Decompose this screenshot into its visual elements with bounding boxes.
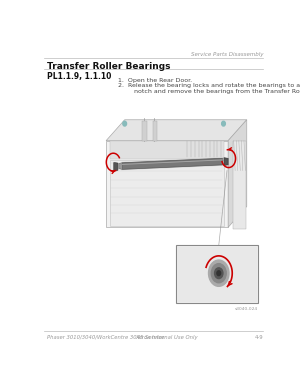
- Text: 1.  Open the Rear Door.: 1. Open the Rear Door.: [118, 78, 192, 83]
- Polygon shape: [106, 141, 228, 227]
- Bar: [153, 121, 157, 141]
- Text: Service Parts Disassembly: Service Parts Disassembly: [190, 52, 263, 57]
- Circle shape: [123, 121, 127, 126]
- Polygon shape: [122, 158, 222, 169]
- Polygon shape: [110, 160, 224, 226]
- Text: 4-9: 4-9: [254, 335, 263, 340]
- Circle shape: [208, 260, 229, 286]
- Polygon shape: [114, 163, 118, 171]
- Polygon shape: [106, 120, 247, 141]
- Text: 2.  Release the bearing locks and rotate the bearings to align the key with the
: 2. Release the bearing locks and rotate …: [118, 83, 300, 94]
- Circle shape: [222, 121, 225, 126]
- Polygon shape: [119, 163, 122, 169]
- Circle shape: [214, 268, 223, 279]
- Polygon shape: [224, 158, 228, 165]
- Polygon shape: [228, 120, 247, 227]
- Text: PL1.1.9, 1.1.10: PL1.1.9, 1.1.10: [47, 72, 111, 81]
- Circle shape: [211, 263, 226, 283]
- Text: s3040-024: s3040-024: [235, 307, 258, 311]
- Bar: [176, 245, 258, 303]
- Polygon shape: [110, 141, 224, 159]
- Text: Xerox Internal Use Only: Xerox Internal Use Only: [135, 335, 198, 340]
- Bar: [142, 121, 147, 141]
- Circle shape: [217, 271, 220, 275]
- Bar: [177, 247, 257, 302]
- Text: Phaser 3010/3040/WorkCentre 3045 Service: Phaser 3010/3040/WorkCentre 3045 Service: [47, 335, 164, 340]
- Polygon shape: [121, 158, 224, 170]
- Bar: [233, 141, 246, 229]
- Text: Transfer Roller Bearings: Transfer Roller Bearings: [47, 62, 170, 71]
